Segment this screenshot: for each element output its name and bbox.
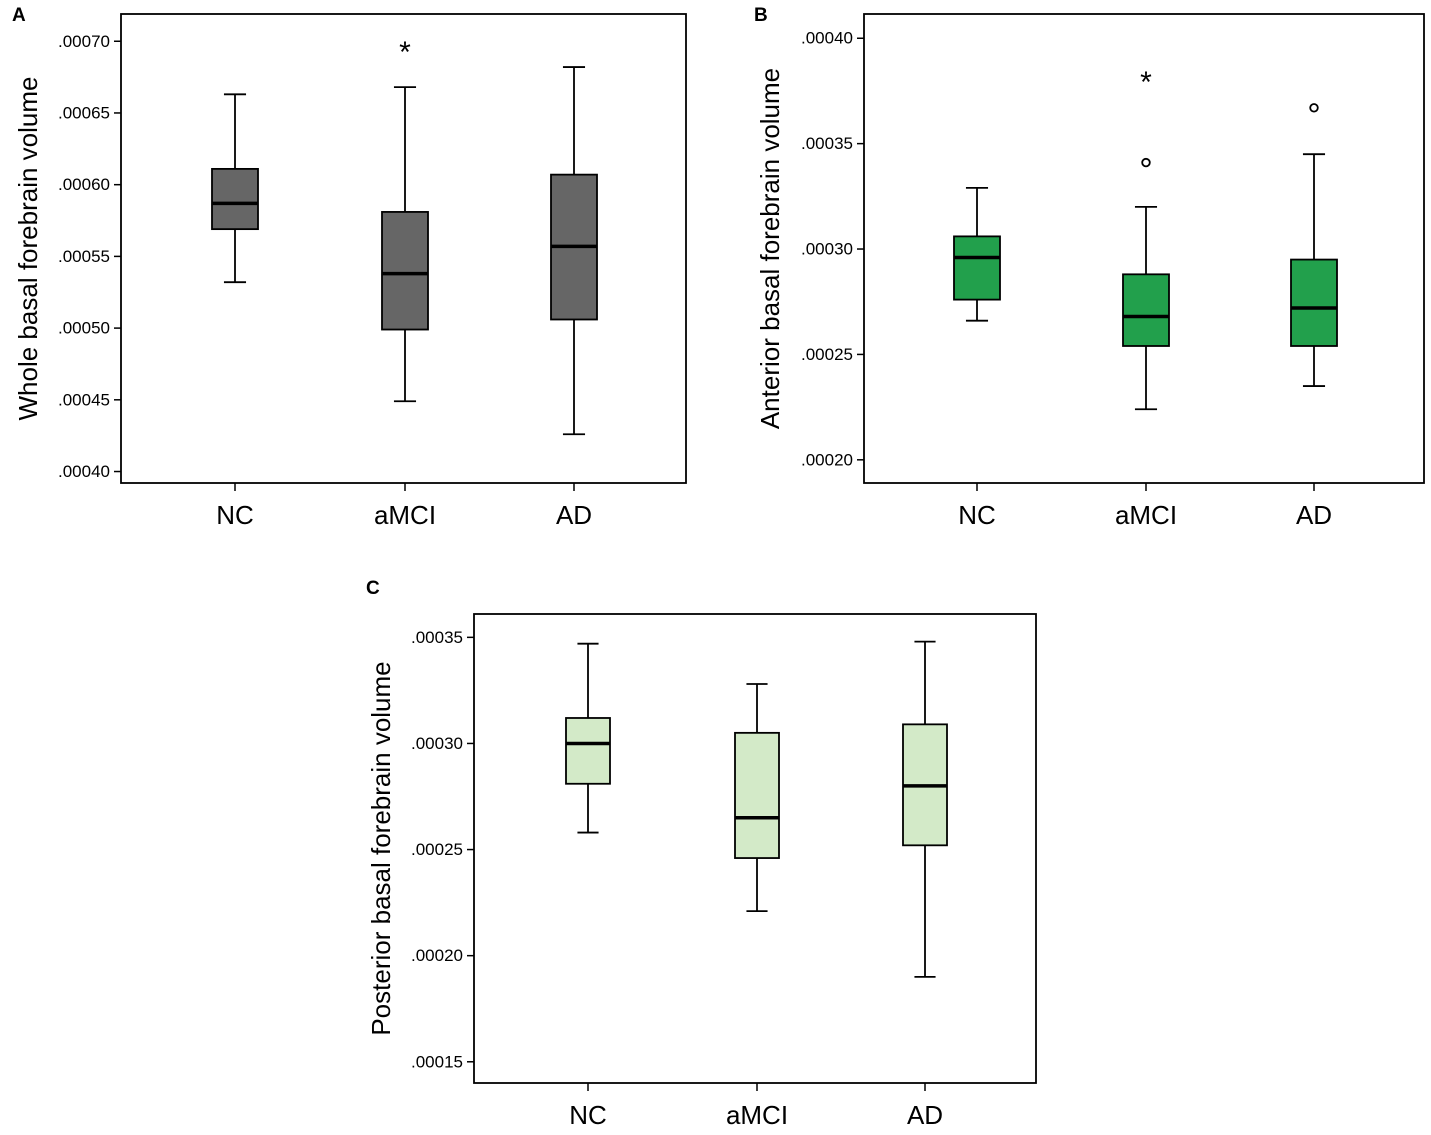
y-tick-label: .00020 xyxy=(801,450,853,469)
x-tick-label: AD xyxy=(556,500,592,530)
significance-asterisk: * xyxy=(399,36,411,69)
y-tick-label: .00030 xyxy=(411,734,463,753)
y-tick-label: .00040 xyxy=(801,29,853,48)
x-tick-label: NC xyxy=(569,1100,607,1130)
significance-asterisk: * xyxy=(1140,66,1152,99)
iqr-box xyxy=(953,235,1001,301)
box-amci xyxy=(1122,157,1170,411)
y-tick-label: .00060 xyxy=(58,175,110,194)
y-tick-label: .00015 xyxy=(411,1052,463,1071)
y-tick-label: .00035 xyxy=(411,628,463,647)
x-tick-label: NC xyxy=(958,500,996,530)
iqr-box xyxy=(734,731,780,859)
box-nc xyxy=(953,186,1001,322)
box-nc xyxy=(211,93,259,284)
iqr-box xyxy=(211,167,259,231)
y-tick-label: .00035 xyxy=(801,134,853,153)
y-tick-label: .00025 xyxy=(801,345,853,364)
box-ad xyxy=(902,640,948,978)
y-tick-label: .00020 xyxy=(411,946,463,965)
iqr-box xyxy=(1290,258,1338,347)
x-tick-label: NC xyxy=(216,500,254,530)
y-axis-label: Posterior basal forebrain volume xyxy=(366,661,396,1035)
y-axis-label: Whole basal forebrain volume xyxy=(13,77,43,421)
outlier-point xyxy=(1309,103,1319,113)
y-axis-label: Anterior basal forebrain volume xyxy=(755,68,785,429)
y-tick-label: .00030 xyxy=(801,240,853,259)
panel-a: A Whole basal forebrain volume .00040 .0004… xyxy=(12,5,687,530)
y-tick-label: .00025 xyxy=(411,840,463,859)
panel-c: C Posterior basal forebrain volume .00015.… xyxy=(366,578,1037,1130)
box-amci xyxy=(734,683,780,913)
panel-b: B Anterior basal forebrain volume .00020 .0… xyxy=(754,5,1425,530)
plot-frame xyxy=(473,613,1037,1084)
y-tick-label: .00065 xyxy=(58,103,110,122)
iqr-box xyxy=(1122,273,1170,347)
plot-frame xyxy=(120,13,687,484)
y-tick-label: .00040 xyxy=(58,462,110,481)
panel-letter: C xyxy=(366,578,380,599)
box-ad xyxy=(1290,103,1338,387)
plot-frame xyxy=(863,13,1425,484)
panel-letter: A xyxy=(12,5,26,26)
iqr-box xyxy=(381,211,429,331)
box-amci xyxy=(381,86,429,403)
y-tick-label: .00045 xyxy=(58,390,110,409)
box-nc xyxy=(565,642,611,834)
x-tick-label: aMCI xyxy=(374,500,436,530)
box-ad xyxy=(550,66,598,436)
panel-letter: B xyxy=(754,5,768,26)
y-tick-label: .00055 xyxy=(58,247,110,266)
x-tick-label: AD xyxy=(907,1100,943,1130)
x-tick-label: AD xyxy=(1296,500,1332,530)
y-tick-label: .00070 xyxy=(58,32,110,51)
y-tick-label: .00050 xyxy=(58,319,110,338)
outlier-point xyxy=(1141,157,1151,168)
x-tick-label: aMCI xyxy=(726,1100,788,1130)
iqr-box xyxy=(565,717,611,785)
x-tick-label: aMCI xyxy=(1115,500,1177,530)
